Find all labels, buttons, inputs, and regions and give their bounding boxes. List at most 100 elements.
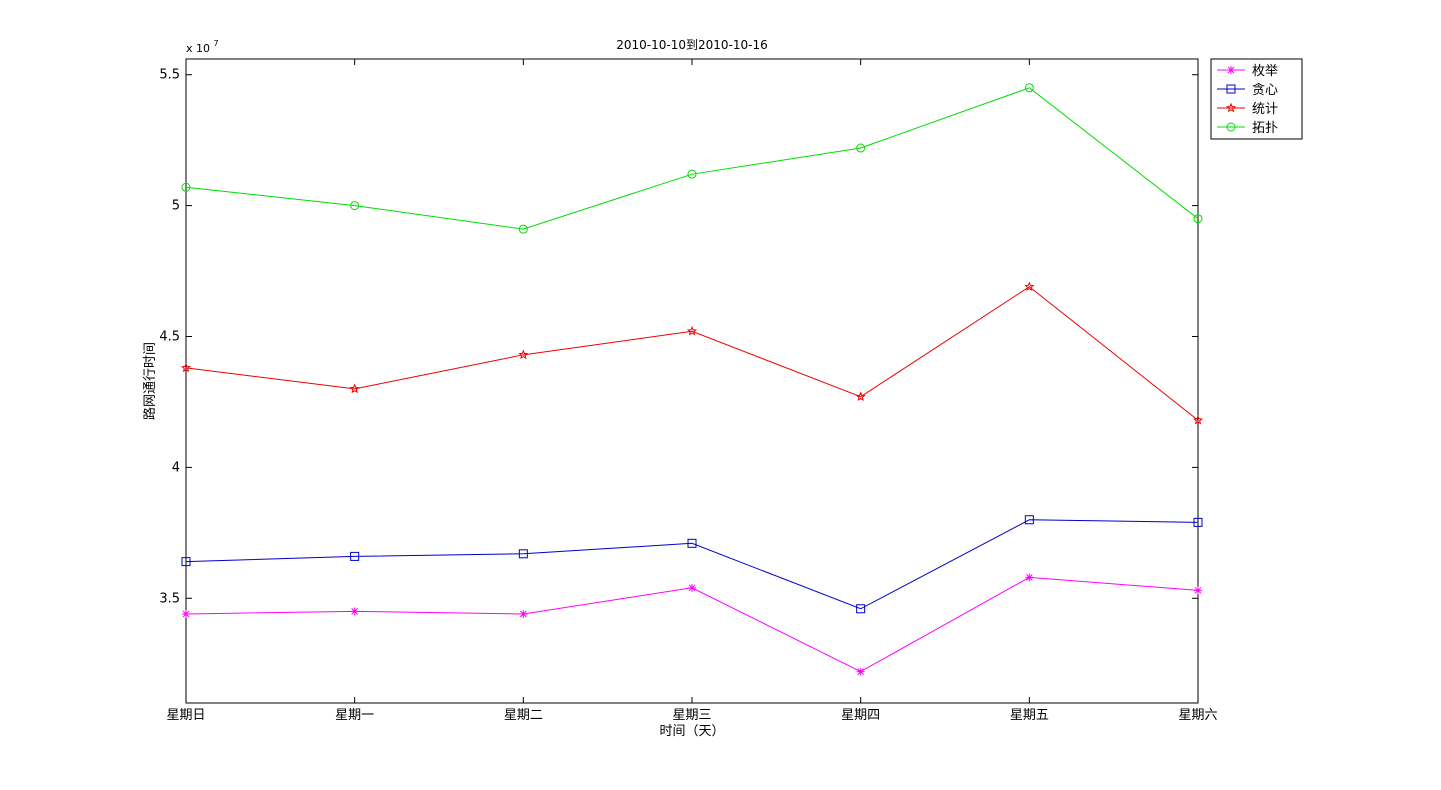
x-tick-label: 星期四 <box>841 708 880 723</box>
data-point <box>1227 66 1235 74</box>
x-tick-label: 星期一 <box>335 708 374 723</box>
data-point <box>181 182 191 192</box>
data-point <box>349 383 360 394</box>
marker-square <box>856 604 866 614</box>
legend-label: 统计 <box>1252 102 1278 117</box>
marker-square <box>518 549 528 559</box>
marker-square <box>350 551 360 561</box>
marker-star <box>686 325 698 336</box>
data-point <box>180 362 192 373</box>
data-point <box>687 538 697 548</box>
data-point <box>1024 281 1035 292</box>
marker-asterisk <box>519 609 528 618</box>
data-point <box>856 667 865 676</box>
y-tick-label: 5 <box>172 199 180 214</box>
chart-title: 2010-10-10到2010-10-16 <box>616 38 767 52</box>
marker-circle <box>1024 83 1034 93</box>
y-tick-label: 5.5 <box>159 68 180 83</box>
marker-circle <box>350 201 360 211</box>
marker-circle <box>1193 214 1203 224</box>
legend-box <box>1210 58 1303 140</box>
data-point <box>181 557 191 567</box>
data-point <box>855 391 866 401</box>
data-point <box>1024 83 1034 93</box>
data-point <box>1025 573 1034 582</box>
series-line <box>185 519 1199 610</box>
marker-asterisk <box>1227 66 1235 74</box>
x-tick-label: 星期五 <box>1010 708 1049 723</box>
data-point <box>1024 515 1034 525</box>
series-line <box>185 286 1199 421</box>
marker-star <box>1225 102 1237 113</box>
data-point <box>350 607 359 616</box>
x-tick-label: 星期日 <box>166 708 205 723</box>
data-point <box>856 143 866 153</box>
marker-square <box>687 538 697 548</box>
data-point <box>182 609 190 618</box>
marker-square <box>1226 84 1236 94</box>
data-point <box>519 609 528 618</box>
y-tick-label: 3.5 <box>159 591 180 606</box>
marker-circle <box>1226 122 1236 132</box>
data-point <box>1225 102 1237 113</box>
marker-star <box>1192 414 1204 425</box>
series-group <box>180 83 1204 676</box>
data-point <box>856 604 866 614</box>
marker-asterisk <box>1025 573 1034 582</box>
series-line <box>185 87 1199 230</box>
x-tick-label: 星期二 <box>504 708 543 723</box>
y-tick-label: 4.5 <box>159 329 180 344</box>
y-axis-multiplier-exponent: 7 <box>214 39 219 48</box>
legend-label: 拓扑 <box>1252 121 1278 136</box>
data-point <box>1193 214 1203 224</box>
marker-circle <box>856 143 866 153</box>
marker-asterisk <box>350 607 359 616</box>
data-point <box>350 551 360 561</box>
data-point <box>1192 414 1204 425</box>
x-axis-label: 时间（天） <box>659 724 724 739</box>
legend-item: 统计 <box>1217 102 1278 117</box>
marker-asterisk <box>688 583 696 592</box>
x-tick-label: 星期三 <box>672 708 711 723</box>
marker-star <box>180 362 192 373</box>
legend-item: 枚举 <box>1217 64 1278 79</box>
legend-item: 拓扑 <box>1217 121 1278 136</box>
marker-asterisk <box>856 667 865 676</box>
series-square <box>181 515 1203 614</box>
data-point <box>518 349 529 360</box>
legend-item: 贪心 <box>1217 83 1278 98</box>
marker-circle <box>687 169 697 179</box>
series-star <box>180 281 1204 425</box>
y-axis-multiplier-base: x 10 <box>186 42 210 55</box>
marker-square <box>181 557 191 567</box>
data-point <box>1193 517 1203 527</box>
series-asterisk <box>182 573 1202 676</box>
marker-square <box>1024 515 1034 525</box>
data-point <box>350 201 360 211</box>
data-point <box>1194 586 1202 595</box>
data-point <box>688 583 696 592</box>
y-tick-label: 4 <box>172 460 180 475</box>
legend-label: 贪心 <box>1252 83 1278 98</box>
data-point <box>1226 122 1236 132</box>
marker-star <box>1024 281 1035 292</box>
axis-ticks: 星期日 星期一 星期二 星期三 星期四 星期五 星期六 3.5 4 4.5 5 5.5 <box>159 59 1218 723</box>
marker-star <box>349 383 360 394</box>
data-point <box>518 224 528 234</box>
marker-star <box>855 391 866 401</box>
marker-square <box>1193 517 1203 527</box>
plot-area <box>185 58 1199 704</box>
y-axis-multiplier: x 10 7 <box>186 39 219 55</box>
marker-circle <box>181 182 191 192</box>
data-point <box>518 549 528 559</box>
data-point <box>686 325 698 336</box>
marker-asterisk <box>1194 586 1202 595</box>
legend-label: 枚举 <box>1252 64 1278 79</box>
marker-circle <box>518 224 528 234</box>
y-axis-label: 路网通行时间 <box>142 342 158 420</box>
data-point <box>687 169 697 179</box>
marker-star <box>518 349 529 360</box>
data-point <box>1226 84 1236 94</box>
